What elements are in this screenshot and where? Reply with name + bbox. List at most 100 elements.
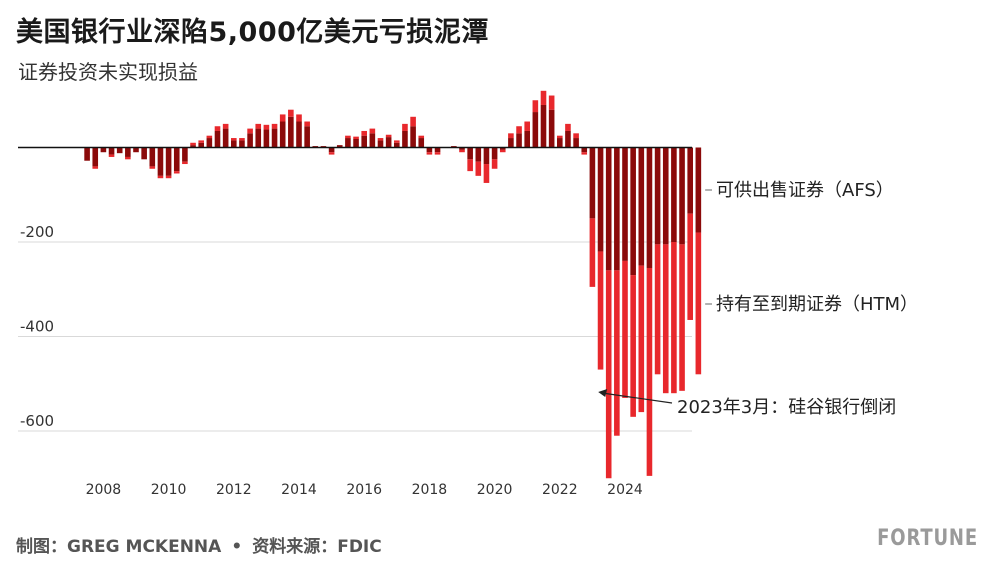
- x-tick-label: 2018: [412, 482, 448, 498]
- htm-bar: [255, 123, 262, 129]
- htm-bar: [605, 270, 612, 479]
- htm-bar: [271, 123, 278, 129]
- afs-bar: [149, 147, 156, 167]
- afs-bar: [434, 147, 441, 153]
- htm-bar: [92, 166, 99, 169]
- y-tick-label: -600: [20, 412, 54, 430]
- htm-bar: [247, 128, 253, 134]
- afs-bar: [263, 129, 270, 148]
- htm-bar: [532, 100, 539, 113]
- htm-bar: [581, 152, 588, 155]
- afs-bar: [540, 104, 547, 148]
- afs-bar: [206, 138, 213, 148]
- afs-bar: [173, 147, 180, 172]
- htm-bar: [434, 152, 441, 155]
- afs-bar: [614, 147, 620, 271]
- afs-bar: [92, 147, 99, 167]
- htm-bar: [589, 218, 596, 287]
- afs-bar: [662, 147, 669, 245]
- afs-bar: [605, 147, 612, 271]
- afs-series-label: 可供出售证券（AFS）: [716, 180, 894, 201]
- afs-bar: [288, 116, 294, 148]
- afs-bar: [231, 140, 237, 148]
- htm-bar: [263, 124, 270, 130]
- afs-bar: [345, 138, 351, 148]
- htm-bar: [548, 95, 555, 110]
- htm-bar: [467, 159, 473, 172]
- afs-bar: [467, 147, 473, 160]
- svb-annotation-text: 2023年3月：硅谷银行倒闭: [677, 397, 896, 418]
- htm-bar: [459, 149, 465, 153]
- afs-bar: [369, 133, 376, 148]
- afs-bar: [116, 147, 123, 154]
- htm-bar: [654, 244, 661, 375]
- afs-bar: [557, 138, 563, 148]
- afs-bar: [508, 138, 514, 148]
- htm-bar: [508, 133, 514, 139]
- htm-bar: [108, 154, 115, 157]
- afs-bar: [483, 147, 490, 165]
- htm-bar: [328, 152, 335, 155]
- htm-bar: [524, 121, 530, 131]
- x-tick-label: 2022: [542, 482, 578, 498]
- afs-bar: [548, 109, 555, 148]
- htm-bar: [557, 135, 563, 139]
- afs-bar: [671, 147, 677, 242]
- htm-bar: [288, 109, 294, 117]
- afs-bar: [687, 147, 693, 214]
- afs-bar: [247, 133, 253, 148]
- htm-bar: [173, 171, 180, 174]
- afs-bar: [271, 128, 278, 148]
- x-tick-label: 2012: [216, 482, 252, 498]
- credit-text: 制图：GREG MCKENNA: [16, 537, 222, 557]
- afs-bar: [516, 133, 522, 148]
- htm-bar: [687, 213, 693, 320]
- htm-bar: [573, 133, 579, 139]
- htm-bar: [149, 166, 156, 169]
- afs-bar: [84, 147, 90, 161]
- afs-bar: [141, 147, 147, 160]
- afs-bar: [336, 145, 343, 148]
- htm-bar: [646, 267, 653, 476]
- page-subtitle: 证券投资未实现损益: [18, 60, 198, 84]
- fortune-logo: FORTUNE: [877, 526, 978, 551]
- afs-bar: [239, 140, 245, 148]
- htm-bar: [182, 161, 188, 165]
- htm-bar: [239, 138, 245, 141]
- afs-bar: [165, 147, 172, 176]
- afs-bar: [328, 147, 335, 153]
- afs-bar: [402, 130, 408, 148]
- afs-bar: [190, 145, 196, 148]
- separator-dot: •: [231, 537, 243, 557]
- x-tick-label: 2020: [477, 482, 513, 498]
- htm-series-label: 持有至到期证券（HTM）: [716, 294, 918, 315]
- afs-bar: [361, 135, 367, 148]
- htm-bar: [402, 123, 408, 131]
- htm-bar: [614, 270, 620, 436]
- htm-bar: [516, 126, 522, 134]
- htm-bar: [353, 136, 359, 139]
- page-title: 美国银行业深陷5,000亿美元亏损泥潭: [16, 17, 489, 48]
- htm-bar: [418, 135, 425, 139]
- htm-bar: [565, 123, 571, 131]
- afs-bar: [377, 140, 384, 148]
- afs-bar: [532, 112, 539, 148]
- afs-bar: [622, 147, 628, 261]
- htm-bar: [361, 130, 367, 136]
- annotation-arrow-head: [598, 389, 608, 397]
- htm-bar: [695, 232, 702, 375]
- htm-bar: [165, 175, 172, 179]
- afs-bar: [222, 128, 229, 148]
- afs-bar: [565, 130, 571, 148]
- htm-bar: [630, 275, 636, 417]
- afs-bar: [654, 147, 661, 245]
- htm-bar: [622, 260, 628, 398]
- afs-bar: [108, 147, 115, 155]
- afs-bar: [426, 147, 433, 153]
- htm-bar: [491, 159, 498, 169]
- afs-bar: [581, 147, 588, 153]
- htm-bar: [222, 123, 229, 129]
- afs-bar: [157, 147, 164, 176]
- htm-bar: [394, 140, 400, 143]
